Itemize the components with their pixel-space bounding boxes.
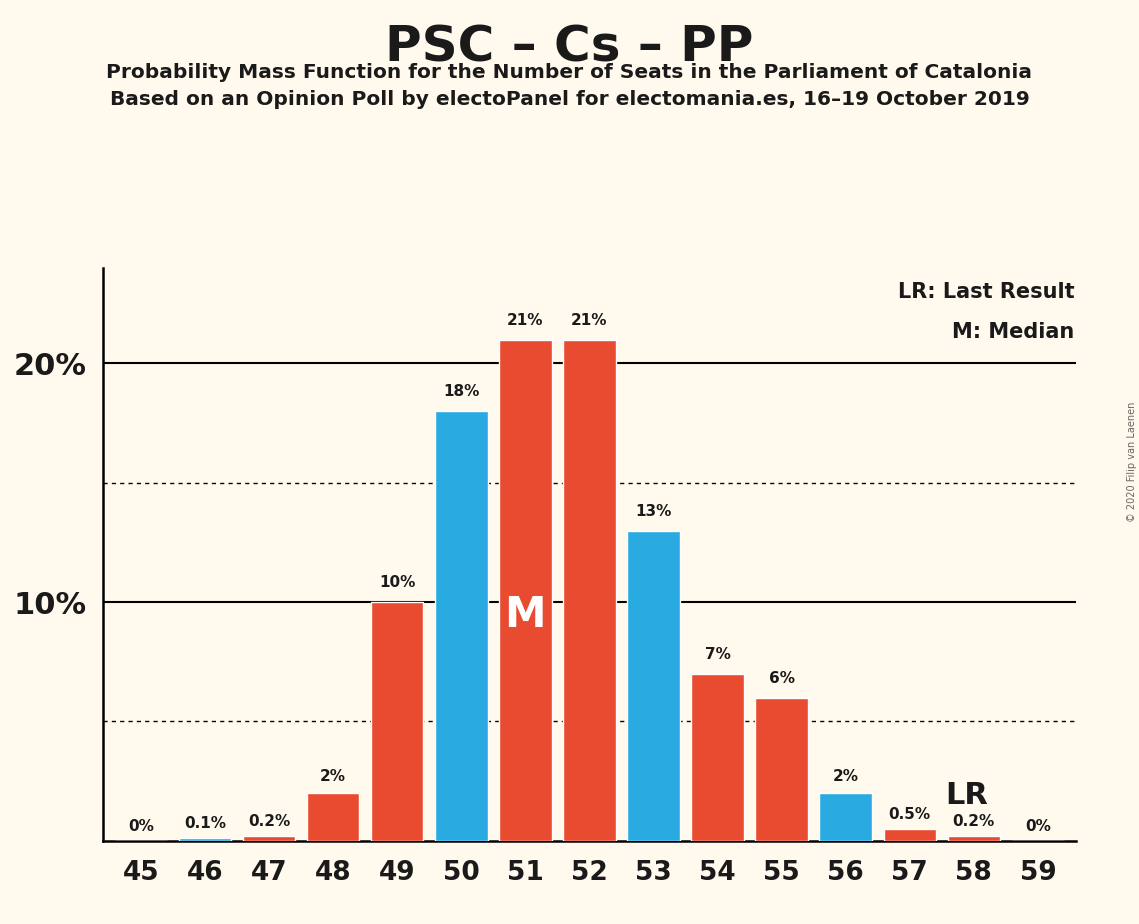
Text: 0.2%: 0.2% [248,814,290,829]
Text: 2%: 2% [833,769,859,784]
Bar [691,674,744,841]
Text: 0%: 0% [128,819,154,833]
Text: 2%: 2% [320,769,346,784]
Bar [371,602,424,841]
Bar [755,698,808,841]
Text: 0.5%: 0.5% [888,807,931,821]
Bar [884,829,936,841]
Text: 6%: 6% [769,671,795,686]
Text: LR: Last Result: LR: Last Result [898,283,1074,302]
Text: 21%: 21% [507,312,543,328]
Bar [306,793,360,841]
Text: 0.1%: 0.1% [185,816,226,832]
Text: LR: LR [945,781,988,809]
Text: 21%: 21% [571,312,608,328]
Text: PSC – Cs – PP: PSC – Cs – PP [385,23,754,71]
Text: © 2020 Filip van Laenen: © 2020 Filip van Laenen [1126,402,1137,522]
Text: 18%: 18% [443,384,480,399]
Text: M: M [505,594,546,637]
Text: 10%: 10% [379,576,416,590]
Bar [819,793,872,841]
Text: Probability Mass Function for the Number of Seats in the Parliament of Catalonia: Probability Mass Function for the Number… [107,63,1032,82]
Bar [948,836,1000,841]
Text: M: Median: M: Median [952,322,1074,343]
Text: Based on an Opinion Poll by electoPanel for electomania.es, 16–19 October 2019: Based on an Opinion Poll by electoPanel … [109,90,1030,109]
Text: 0.2%: 0.2% [952,814,995,829]
Text: 7%: 7% [705,647,730,662]
Text: 0%: 0% [1025,819,1051,833]
Bar [563,340,616,841]
Text: 13%: 13% [636,504,672,518]
Bar [179,838,231,841]
Bar [243,836,295,841]
Bar [435,411,487,841]
Bar [499,340,551,841]
Bar [628,530,680,841]
